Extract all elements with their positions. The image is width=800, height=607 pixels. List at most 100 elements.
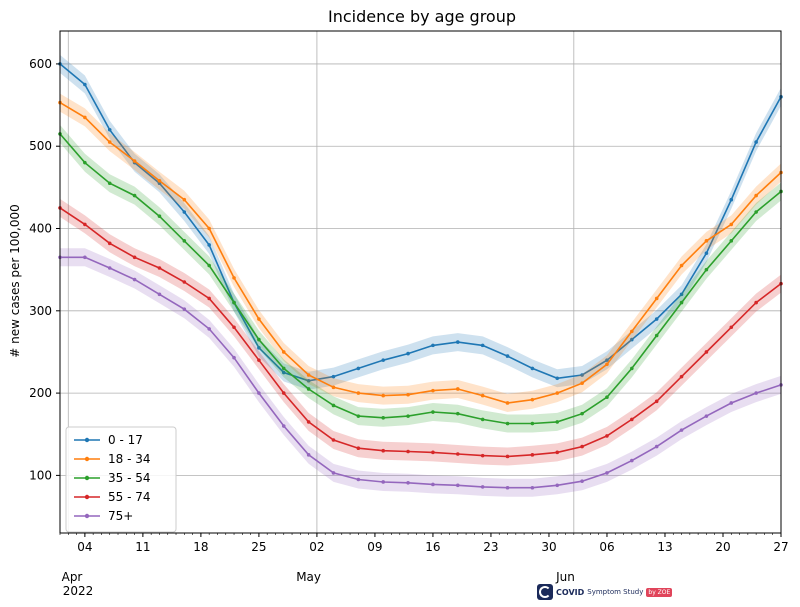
grid [60,31,781,533]
legend-box [65,426,177,533]
data-point [605,395,609,400]
data-point [455,483,460,488]
data-point [530,397,535,402]
y-tick-label: 200 [29,386,52,400]
series-lines [58,54,783,497]
covid-symptom-study-logo: COVID Symptom Study by ZOE [537,583,697,601]
data-point [530,421,535,426]
legend-label: 18 - 34 [108,452,151,466]
data-point [306,387,311,391]
data-point [331,385,336,390]
data-point [679,428,684,432]
x-tick-label: 06 [599,540,614,554]
x-tick-label: 23 [483,540,498,554]
data-point [257,358,261,362]
data-point [704,267,709,272]
data-point [306,453,311,457]
data-point [679,263,684,268]
data-point [331,403,336,408]
data-point [455,452,460,456]
data-point [132,193,137,198]
legend-marker [84,494,90,500]
legend-label: 55 - 74 [108,490,151,504]
data-point [754,193,758,198]
x-month-label: Jun [555,570,575,584]
data-point [754,140,758,144]
x-tick-label: 11 [135,540,150,554]
data-point [232,300,236,305]
data-point [480,393,485,398]
data-point [281,366,286,371]
data-point [107,127,112,132]
brand-subtitle: Symptom Study [587,588,644,596]
data-point [207,296,211,301]
data-point [729,239,734,243]
data-point [555,483,560,488]
data-point [232,276,236,280]
data-point [381,448,386,453]
data-point [281,424,286,428]
data-point [306,420,311,424]
x-year-label: 2022 [63,584,94,598]
confidence-band [60,248,781,497]
data-point [157,292,162,297]
data-point [704,414,709,418]
data-point [431,410,435,414]
data-point [630,366,634,371]
data-point [207,243,211,247]
series-line [59,207,782,458]
data-point [182,307,187,311]
data-point [679,292,684,297]
data-point [356,477,361,482]
legend-marker [84,513,90,519]
data-point [580,444,584,449]
data-point [306,373,311,377]
data-point [431,343,435,348]
data-point [754,300,758,305]
data-point [480,453,485,458]
data-point [257,317,261,321]
data-point [356,446,361,451]
legend-marker [84,475,90,481]
data-point [605,471,609,475]
data-point [455,411,460,416]
series-line [59,101,782,404]
data-point [679,374,684,379]
data-point [729,197,734,202]
data-point [207,263,211,268]
legend-marker [84,456,90,462]
y-tick-label: 100 [29,468,52,482]
data-point [480,343,485,348]
x-tick-label: 13 [657,540,672,554]
data-point [182,239,187,243]
data-point [630,458,634,463]
data-point [754,391,758,395]
data-point [580,411,584,416]
data-point [505,354,510,358]
data-point [505,421,510,426]
confidence-band [60,198,781,466]
legend-label: 0 - 17 [108,433,143,447]
data-point [182,280,187,284]
data-point [704,350,709,354]
data-point [257,346,261,350]
data-point [381,415,386,420]
data-point [605,358,609,362]
series-75 [58,248,783,497]
data-point [406,392,410,397]
data-point [431,450,435,455]
data-point [455,340,460,344]
data-point [530,366,535,371]
data-point [83,255,87,260]
series-line [59,133,782,425]
data-point [83,160,87,165]
data-point [207,327,211,331]
data-point [107,241,112,246]
data-point [306,378,311,383]
data-point [406,351,410,356]
data-point [281,350,286,354]
data-point [580,381,584,386]
data-point [83,222,87,227]
confidence-band [60,54,781,390]
y-axis-label: # new cases per 100,000 [8,204,22,358]
